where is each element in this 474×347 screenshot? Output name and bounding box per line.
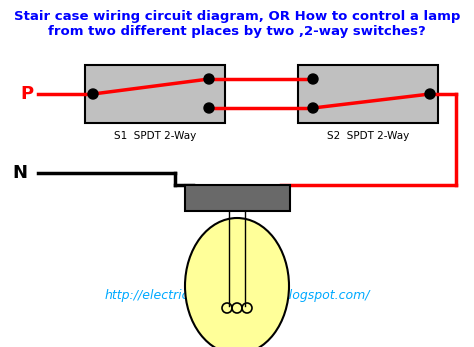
Bar <box>185 185 290 211</box>
Text: from two different places by two ,2-way switches?: from two different places by two ,2-way … <box>48 25 426 38</box>
Circle shape <box>308 103 318 113</box>
Text: Stair case wiring circuit diagram, OR How to control a lamp: Stair case wiring circuit diagram, OR Ho… <box>14 10 460 23</box>
Text: P: P <box>20 85 33 103</box>
Text: N: N <box>12 164 27 182</box>
Circle shape <box>88 89 98 99</box>
Text: S2  SPDT 2-Way: S2 SPDT 2-Way <box>327 131 409 141</box>
Text: http://electricaltechnology1.blogspot.com/: http://electricaltechnology1.blogspot.co… <box>104 289 370 303</box>
Bar <box>85 65 225 123</box>
Bar <box>298 65 438 123</box>
Text: S1  SPDT 2-Way: S1 SPDT 2-Way <box>114 131 196 141</box>
Circle shape <box>308 74 318 84</box>
Circle shape <box>204 103 214 113</box>
Circle shape <box>425 89 435 99</box>
Ellipse shape <box>185 218 289 347</box>
Circle shape <box>204 74 214 84</box>
